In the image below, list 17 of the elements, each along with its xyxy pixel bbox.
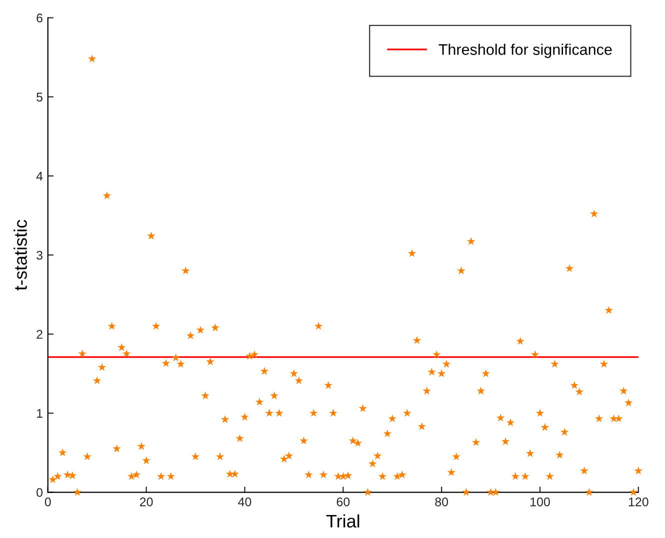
y-tick-label: 0 <box>36 488 43 497</box>
y-tick-label: 5 <box>36 92 42 102</box>
y-axis-title: t-statistic <box>14 220 27 290</box>
y-tick-label: 3 <box>36 250 42 260</box>
y-tick-label: 4 <box>36 172 43 180</box>
x-tick-label: 80 <box>435 497 448 506</box>
y-tick-label: 6 <box>36 14 42 22</box>
x-tick-label: 60 <box>336 497 350 506</box>
x-tick-label: 40 <box>238 497 252 506</box>
x-tick-label: 20 <box>140 497 153 506</box>
x-tick-label: 0 <box>44 497 51 506</box>
x-tick-label: 120 <box>628 497 648 506</box>
x-axis-title: Trial <box>326 514 360 528</box>
x-tick-label: 100 <box>530 497 550 506</box>
y-tick-label: 1 <box>37 409 42 418</box>
y-tick-label: 2 <box>36 330 42 339</box>
legend-label: Threshold for significance <box>438 44 612 58</box>
